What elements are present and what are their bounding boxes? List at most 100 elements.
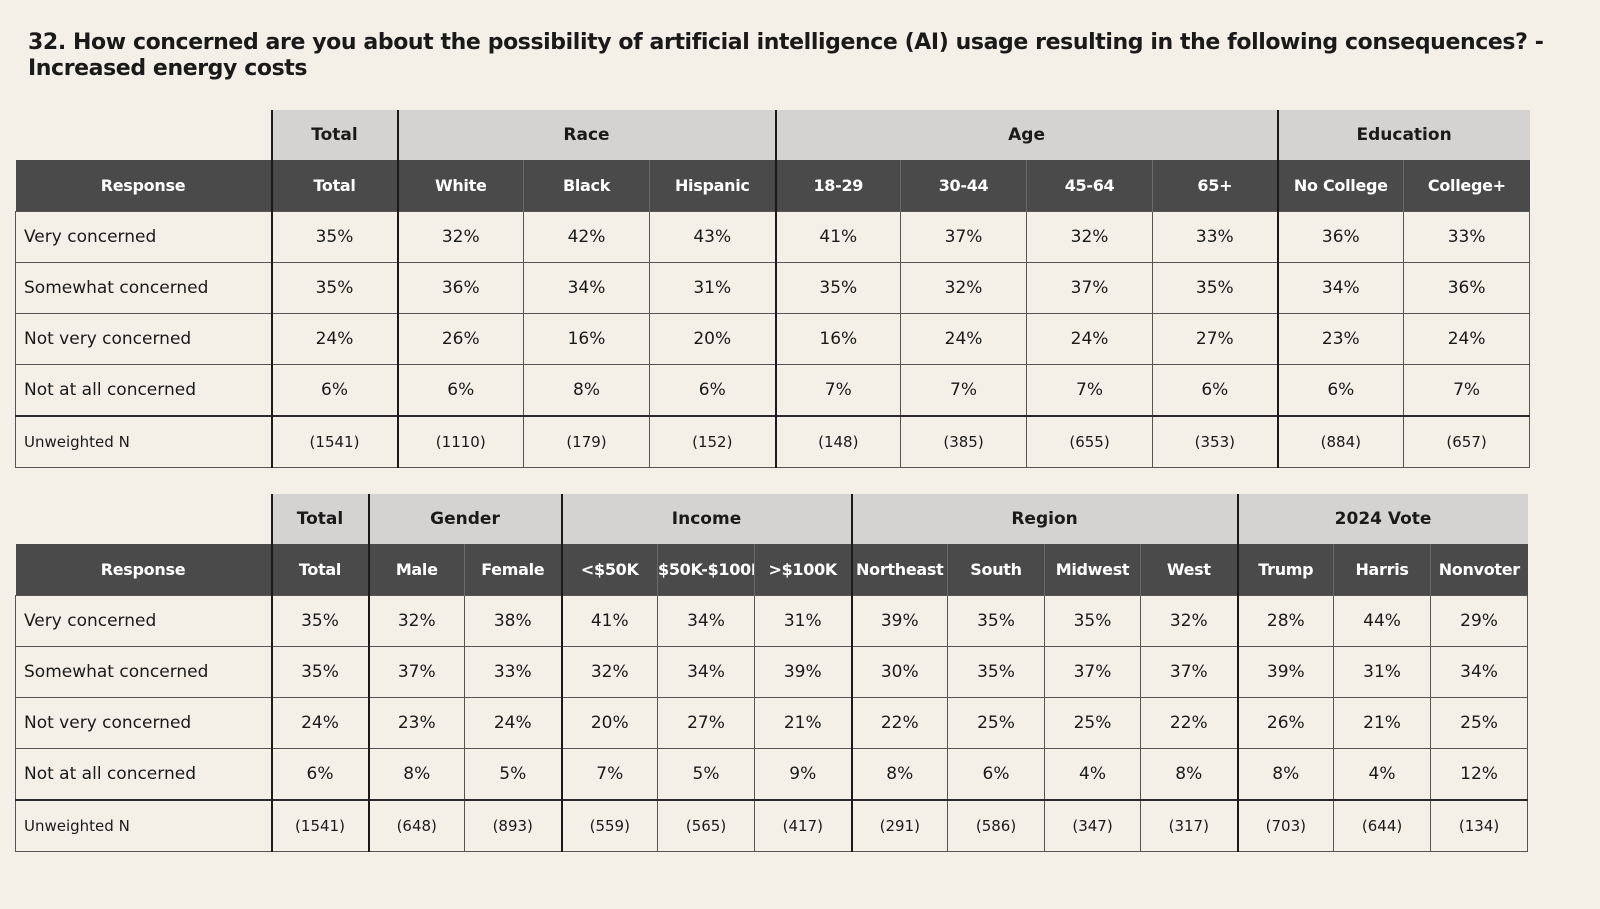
table-cell: 16% xyxy=(774,313,902,365)
unweighted-n-row: Unweighted N (1541) (648) (893) (559) (565) (4… xyxy=(15,799,1529,852)
table-cell: 24% xyxy=(270,313,398,365)
table-cell: 30% xyxy=(850,646,949,698)
group-header-total: Total xyxy=(270,110,398,160)
table-cell: 7% xyxy=(1403,364,1531,417)
table-cell: 32% xyxy=(396,211,524,263)
table-cell: 7% xyxy=(774,364,902,417)
table-cell: (385) xyxy=(900,415,1028,468)
table-cell: 44% xyxy=(1333,595,1432,647)
crosstab-table-1: Total Race Age Education Response Total White B… xyxy=(15,110,1531,468)
table-cell: (644) xyxy=(1333,799,1432,852)
table-cell: (703) xyxy=(1236,799,1335,852)
table-row: Not at all concerned 6% 6% 8% 6% 7% 7% 7% 6% 6% 7% xyxy=(15,364,1531,417)
table-cell: (657) xyxy=(1403,415,1531,468)
group-header-income: Income xyxy=(560,494,852,544)
table-cell: (152) xyxy=(648,415,777,468)
table-cell: 6% xyxy=(396,364,524,417)
table-cell: 32% xyxy=(1140,595,1239,647)
table-row: Not very concerned 24% 26% 16% 20% 16% 24% 24% 2… xyxy=(15,313,1531,365)
table-cell: 29% xyxy=(1430,595,1529,647)
row-label: Somewhat concerned xyxy=(15,262,272,314)
column-header-45-64: 45-64 xyxy=(1026,160,1153,212)
table-cell: 9% xyxy=(754,748,853,801)
table-cell: (565) xyxy=(657,799,756,852)
row-label: Not at all concerned xyxy=(15,748,272,801)
table-cell: 36% xyxy=(396,262,524,314)
table-cell: 35% xyxy=(270,646,369,698)
column-header-female: Female xyxy=(463,544,562,596)
table-cell: 24% xyxy=(1403,313,1531,365)
group-header-education: Education xyxy=(1276,110,1530,160)
table-cell: 23% xyxy=(367,697,465,749)
table-cell: (586) xyxy=(947,799,1046,852)
table-cell: 24% xyxy=(463,697,563,749)
unweighted-n-row: Unweighted N (1541) (1110) (179) (152) (148)(… xyxy=(15,415,1531,468)
table-cell: (317) xyxy=(1140,799,1239,852)
table-cell: 27% xyxy=(1152,313,1279,365)
table-cell: 37% xyxy=(1026,262,1154,314)
table-cell: 6% xyxy=(270,364,398,417)
table-cell: 24% xyxy=(270,697,369,749)
table-cell: 6% xyxy=(947,748,1046,801)
table-cell: 28% xyxy=(1236,595,1335,647)
table-cell: 7% xyxy=(900,364,1028,417)
table-cell: 38% xyxy=(463,595,563,647)
table-row: Very concerned 35% 32% 42% 43% 41% 37% 32% 33% 36… xyxy=(15,211,1531,263)
table-cell: 12% xyxy=(1430,748,1529,801)
table-cell: (148) xyxy=(774,415,902,468)
crosstab-table-2: Total Gender Income Region 2024 Vote Response… xyxy=(15,494,1529,852)
group-header-age: Age xyxy=(774,110,1278,160)
group-header-gender: Gender xyxy=(367,494,562,544)
table-cell: 22% xyxy=(1140,697,1239,749)
table-cell: 35% xyxy=(947,646,1046,698)
column-header-no-college: No College xyxy=(1276,160,1404,212)
column-header-black: Black xyxy=(523,160,650,212)
table-cell: 25% xyxy=(1044,697,1142,749)
column-header-male: Male xyxy=(367,544,465,596)
table-cell: 41% xyxy=(774,211,902,263)
column-header-college: College+ xyxy=(1403,160,1530,212)
table-cell: (134) xyxy=(1430,799,1529,852)
column-header-hispanic: Hispanic xyxy=(648,160,776,212)
table-row: Very concerned 35% 32% 38% 41% 34% 31% 39% 35% 35… xyxy=(15,595,1529,647)
group-header-region: Region xyxy=(850,494,1238,544)
table-cell: 39% xyxy=(850,595,949,647)
column-header-18-29: 18-29 xyxy=(774,160,901,212)
table-cell: 35% xyxy=(270,211,398,263)
table-cell: (559) xyxy=(560,799,659,852)
column-header-100k: >$100K xyxy=(754,544,852,596)
column-header-total: Total xyxy=(270,160,398,212)
table-cell: 31% xyxy=(648,262,777,314)
table-cell: 8% xyxy=(523,364,650,417)
row-label: Not very concerned xyxy=(15,313,272,365)
column-header-northeast: Northeast xyxy=(850,544,948,596)
table-cell: 20% xyxy=(648,313,777,365)
table-cell: (291) xyxy=(850,799,949,852)
column-header-west: West xyxy=(1140,544,1238,596)
table-cell: 32% xyxy=(560,646,659,698)
table-cell: 6% xyxy=(1276,364,1405,417)
group-header-blank xyxy=(16,110,272,160)
table-cell: 33% xyxy=(463,646,563,698)
table-cell: 31% xyxy=(754,595,853,647)
table-cell: (1541) xyxy=(270,799,369,852)
table-cell: 34% xyxy=(1276,262,1405,314)
column-header-30-44: 30-44 xyxy=(900,160,1027,212)
column-header-response: Response xyxy=(15,160,272,212)
group-header-blank xyxy=(16,494,272,544)
table-cell: 35% xyxy=(774,262,902,314)
row-label: Unweighted N xyxy=(15,799,272,852)
table-cell: 4% xyxy=(1044,748,1142,801)
question-title: 32. How concerned are you about the poss… xyxy=(28,30,1544,81)
table-cell: 26% xyxy=(1236,697,1335,749)
group-header-total: Total xyxy=(270,494,369,544)
table-cell: 23% xyxy=(1276,313,1405,365)
table-cell: 4% xyxy=(1333,748,1432,801)
row-label: Not very concerned xyxy=(15,697,272,749)
table-cell: 35% xyxy=(1152,262,1279,314)
table-cell: 21% xyxy=(1333,697,1432,749)
table-cell: (1110) xyxy=(396,415,524,468)
table-cell: 32% xyxy=(367,595,465,647)
column-header-50k-100k: $50K-$100K xyxy=(657,544,755,596)
table-cell: 31% xyxy=(1333,646,1432,698)
